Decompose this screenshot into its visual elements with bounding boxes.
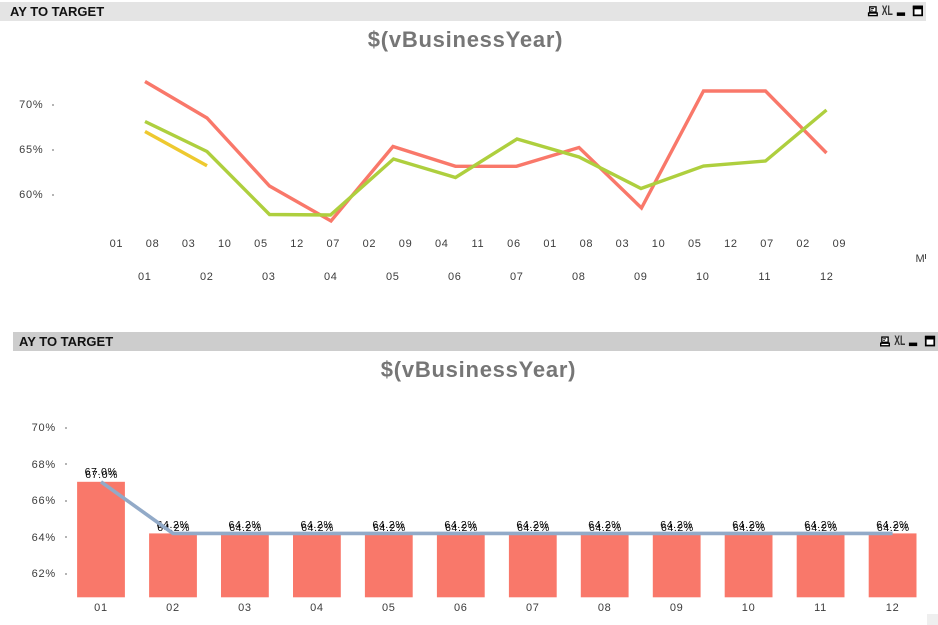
svg-text:XL: XL — [882, 4, 893, 18]
svg-text:XL: XL — [894, 334, 905, 348]
